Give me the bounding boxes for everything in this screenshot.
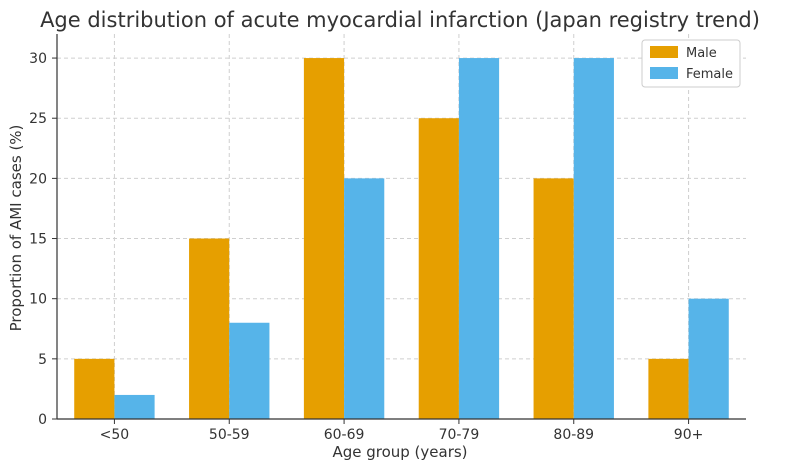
y-tick-label: 20 — [29, 171, 47, 187]
axes — [56, 34, 746, 420]
bar-female — [114, 394, 155, 419]
bar-male — [74, 358, 115, 419]
y-tick-label: 10 — [29, 292, 47, 308]
bar-female — [458, 58, 500, 419]
legend-swatch-male — [650, 46, 678, 58]
y-axis-label: Proportion of AMI cases (%) — [7, 125, 25, 332]
x-axis-label: Age group (years) — [332, 443, 467, 461]
legend-label-female: Female — [686, 67, 733, 82]
bar-male — [418, 118, 459, 419]
x-tick-label: <50 — [100, 427, 130, 443]
legend-swatch-female — [650, 67, 678, 79]
bar-male — [648, 358, 689, 419]
bar-female — [344, 178, 385, 419]
bar-female — [229, 322, 270, 419]
x-tick-label: 70-79 — [439, 427, 480, 443]
legend-label-male: Male — [686, 46, 717, 61]
y-tick-label: 25 — [29, 111, 47, 127]
chart-title: Age distribution of acute myocardial inf… — [40, 8, 760, 32]
bars — [74, 58, 729, 419]
x-tick-label: 60-69 — [324, 427, 365, 443]
grid — [57, 34, 746, 420]
bar-male — [533, 178, 574, 419]
bar-female — [573, 58, 614, 419]
ticks: 0 5 10 15 20 25 30 <50 50-59 60-69 70-79 80-89 90+ — [29, 51, 703, 443]
x-tick-label: 80-89 — [553, 427, 594, 443]
bar-female — [688, 298, 729, 419]
x-tick-label: 90+ — [674, 427, 704, 443]
y-tick-label: 15 — [29, 232, 47, 248]
y-tick-label: 0 — [38, 412, 47, 428]
y-tick-label: 30 — [29, 51, 47, 67]
x-tick-label: 50-59 — [209, 427, 250, 443]
legend: Male Female — [641, 39, 741, 88]
y-tick-label: 5 — [38, 352, 47, 368]
bar-male — [189, 238, 230, 419]
bar-male — [303, 58, 345, 419]
